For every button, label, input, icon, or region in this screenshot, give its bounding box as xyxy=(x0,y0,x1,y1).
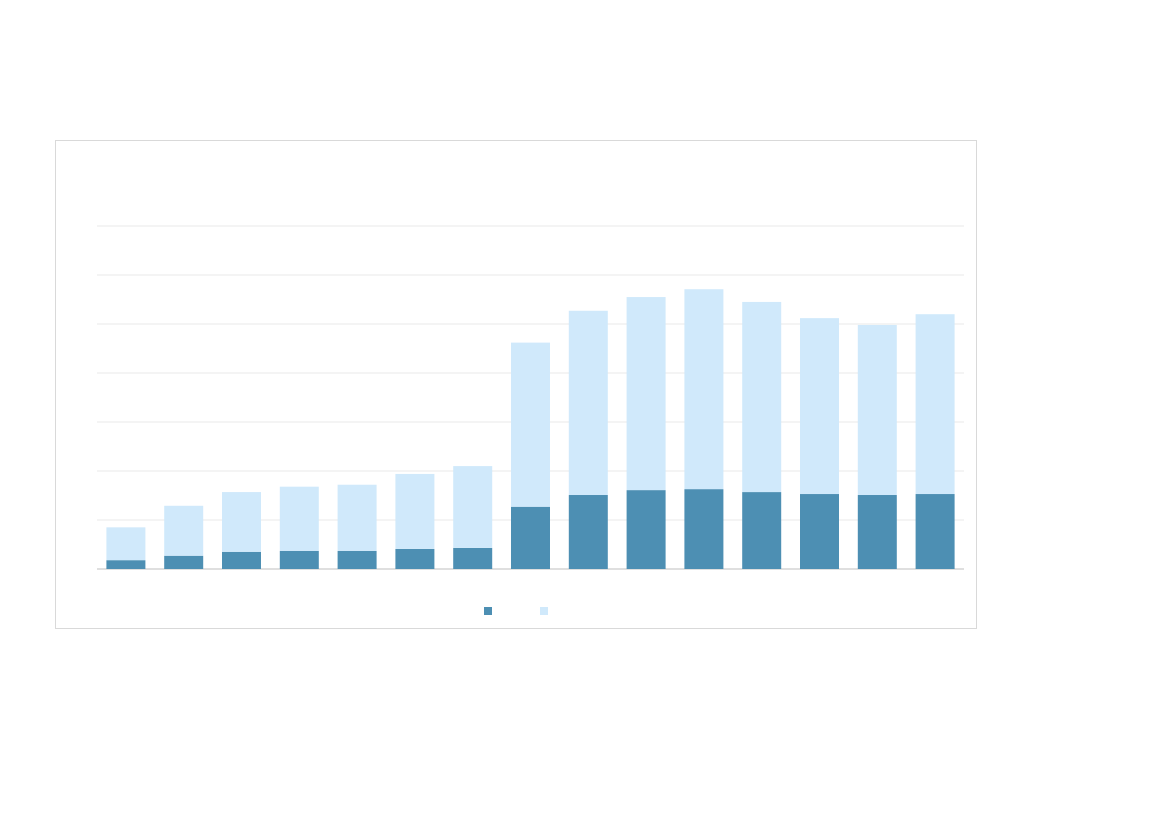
bar-segment xyxy=(742,492,782,569)
bar-segment xyxy=(915,494,955,569)
bar-segment xyxy=(453,466,493,548)
bar-segment xyxy=(857,324,897,496)
bar-segment xyxy=(915,314,955,495)
bar-segment xyxy=(106,560,146,569)
bar-segment xyxy=(279,550,319,569)
bar-segment xyxy=(626,297,666,491)
legend-marker xyxy=(540,607,548,615)
bar-segment xyxy=(222,492,261,552)
bar-segment xyxy=(511,506,550,569)
bar-segment xyxy=(800,494,839,569)
bar-segment xyxy=(742,301,782,493)
bar-segment xyxy=(395,548,435,569)
bar-segment xyxy=(395,473,435,549)
bar-segment xyxy=(453,547,493,569)
bar-segment xyxy=(857,495,897,569)
bar-segment xyxy=(511,342,550,507)
bar-segment xyxy=(279,486,319,551)
bar-segment xyxy=(164,505,204,556)
bar-segment xyxy=(800,318,839,495)
bar-segment xyxy=(222,551,261,569)
bar-segment xyxy=(568,495,608,569)
bar-segment xyxy=(106,527,146,561)
bar-segment xyxy=(337,484,377,551)
bar-segment xyxy=(684,489,724,569)
bar-segment xyxy=(684,289,724,490)
bar-segment xyxy=(164,555,204,569)
legend-marker xyxy=(484,607,492,615)
bar-segment xyxy=(568,310,608,496)
bar-segment xyxy=(337,550,377,569)
bar-segment xyxy=(626,490,666,569)
